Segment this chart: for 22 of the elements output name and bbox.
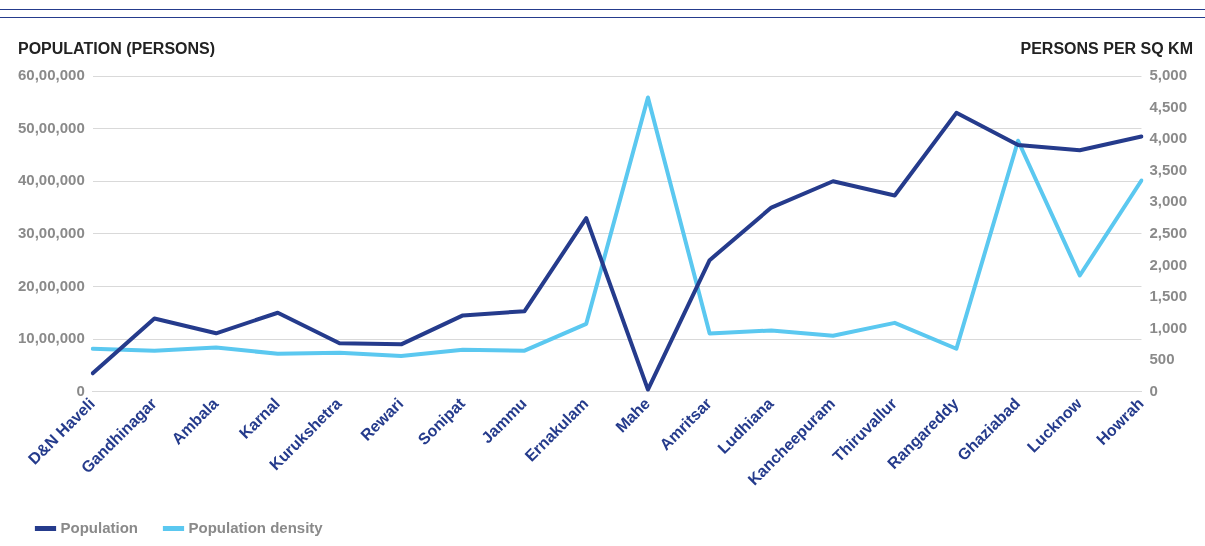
y2-tick-label: 0 xyxy=(1149,381,1158,399)
y2-tick-label: 500 xyxy=(1149,350,1175,368)
y-tick-label: 40,00,000 xyxy=(18,171,85,189)
y-tick-label: 60,00,000 xyxy=(18,66,85,84)
y2-tick-label: 3,500 xyxy=(1149,160,1188,178)
y2-tick-label: 1,000 xyxy=(1149,318,1188,336)
y2-tick-label: 3,000 xyxy=(1149,192,1188,210)
legend-label: Population xyxy=(60,518,138,536)
y-tick-label: 30,00,000 xyxy=(18,223,85,241)
y2-tick-label: 4,000 xyxy=(1149,129,1188,147)
y-tick-label: 50,00,000 xyxy=(18,118,85,136)
y-tick-label: 0 xyxy=(76,381,85,399)
y2-axis-title: PERSONS PER SQ KM xyxy=(1020,40,1193,58)
y2-tick-label: 5,000 xyxy=(1149,66,1188,84)
y2-tick-label: 2,500 xyxy=(1149,223,1188,241)
y2-tick-label: 1,500 xyxy=(1149,287,1188,305)
y-axis-title: POPULATION (PERSONS) xyxy=(18,40,216,58)
y-tick-label: 10,00,000 xyxy=(18,329,85,347)
y2-tick-label: 4,500 xyxy=(1149,97,1188,115)
y-tick-label: 20,00,000 xyxy=(18,276,85,294)
y2-tick-label: 2,000 xyxy=(1149,255,1188,273)
legend-label: Population density xyxy=(188,518,324,536)
